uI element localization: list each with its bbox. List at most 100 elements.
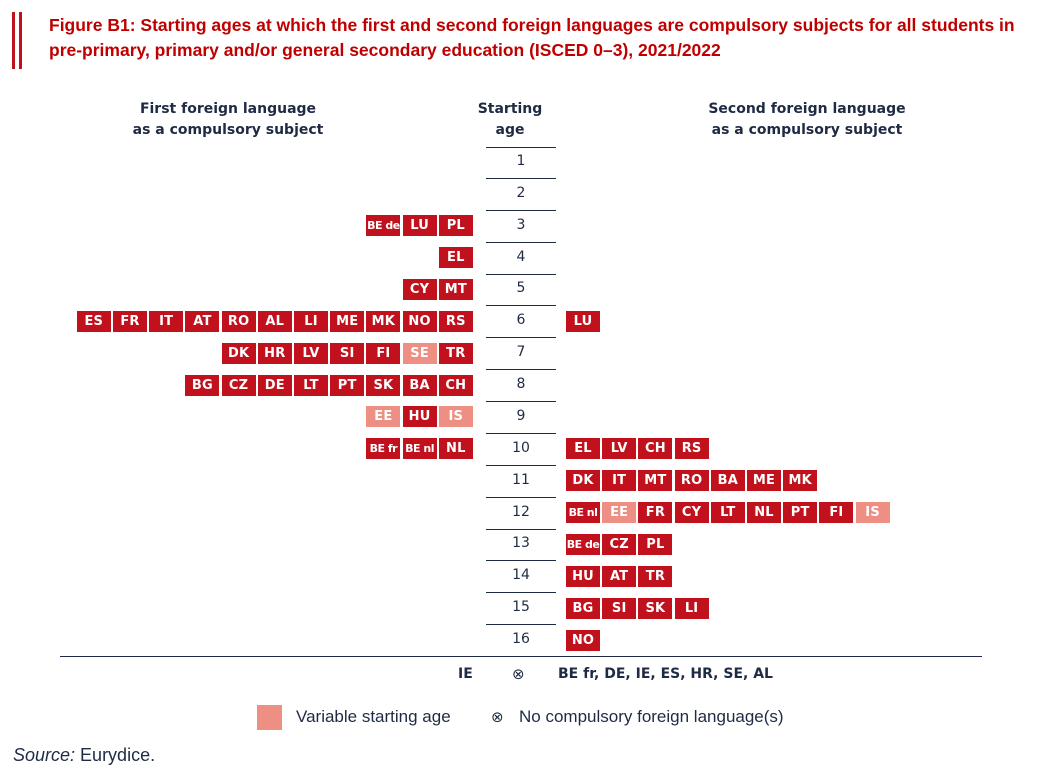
source-label: Source: [13, 745, 76, 765]
legend-variable-label: Variable starting age [296, 707, 451, 726]
first-language-age-10-nl: NL [438, 438, 473, 460]
age-label-7: 7 [516, 344, 526, 361]
first-language-age-7-dk: DK [221, 342, 256, 364]
age-row-rule-11 [486, 497, 556, 498]
second-language-age-13-be-de: BE de [566, 533, 600, 555]
first-language-age-8-ba: BA [402, 374, 437, 396]
age-label-3: 3 [516, 216, 526, 233]
first-language-age-10-be-fr: BE fr [366, 438, 401, 460]
age-label-11: 11 [512, 471, 530, 488]
second-language-age-10-lv: LV [602, 438, 637, 460]
second-language-age-11-ba: BA [710, 470, 745, 492]
first-language-age-6-mk: MK [366, 310, 401, 332]
age-row-rule-14 [486, 592, 556, 593]
age-row-rule-3 [486, 242, 556, 243]
second-language-age-15-li: LI [674, 597, 709, 619]
second-language-age-11-ro: RO [674, 470, 709, 492]
age-column-top-rule [486, 147, 556, 148]
starting-age-header-line-2: age [495, 122, 525, 138]
second-language-age-11-dk: DK [566, 470, 600, 492]
second-language-header-line-2: as a compulsory subject [711, 122, 903, 138]
first-language-header-line-1: First foreign language [139, 101, 317, 117]
age-row-rule-7 [486, 369, 556, 370]
first-language-age-6-it: IT [149, 310, 184, 332]
first-language-age-6-ro: RO [221, 310, 256, 332]
second-language-age-13-cz: CZ [602, 533, 637, 555]
second-language-age-12-cy: CY [674, 502, 709, 524]
first-language-age-9-is: IS [438, 406, 473, 428]
starting-age-header: Starting age [460, 99, 560, 141]
age-row-rule-6 [486, 337, 556, 338]
age-row-rule-1 [486, 178, 556, 179]
second-language-age-12-ee: EE [602, 502, 637, 524]
first-language-age-6-rs: RS [438, 310, 473, 332]
second-language-age-6-lu: LU [566, 310, 600, 332]
first-language-age-8-cz: CZ [221, 374, 256, 396]
age-label-14: 14 [512, 567, 530, 584]
second-language-age-12-fr: FR [638, 502, 673, 524]
age-row-rule-15 [486, 624, 556, 625]
first-language-age-6-li: LI [294, 310, 328, 332]
age-label-8: 8 [516, 376, 526, 393]
age-row-rule-10 [486, 465, 556, 466]
first-language-age-6-at: AT [185, 310, 220, 332]
age-label-4: 4 [516, 248, 526, 265]
second-language-age-16-no: NO [566, 629, 600, 651]
first-language-age-7-fi: FI [366, 342, 401, 364]
first-language-age-8-bg: BG [185, 374, 220, 396]
age-row-rule-2 [486, 210, 556, 211]
age-row-rule-5 [486, 305, 556, 306]
second-language-age-12-pt: PT [783, 502, 818, 524]
second-language-age-11-me: ME [747, 470, 781, 492]
first-language-age-3-pl: PL [438, 215, 473, 237]
first-language-age-8-ch: CH [438, 374, 473, 396]
age-label-5: 5 [516, 280, 526, 297]
second-language-age-11-it: IT [602, 470, 637, 492]
second-language-age-14-tr: TR [638, 565, 673, 587]
no-compulsory-symbol: ⊗ [512, 665, 525, 683]
first-language-age-9-ee: EE [366, 406, 401, 428]
source-note: Source: Eurydice. [13, 744, 155, 766]
first-language-age-4-el: EL [438, 247, 473, 269]
second-language-age-10-el: EL [566, 438, 600, 460]
first-language-age-6-es: ES [76, 310, 111, 332]
age-label-10: 10 [512, 439, 530, 456]
title-accent-bar [12, 12, 23, 69]
first-language-age-5-cy: CY [402, 278, 437, 300]
second-language-age-15-si: SI [602, 597, 637, 619]
age-label-16: 16 [512, 631, 530, 648]
second-language-age-12-fi: FI [819, 502, 854, 524]
second-language-header: Second foreign language as a compulsory … [667, 99, 947, 141]
age-row-rule-4 [486, 274, 556, 275]
second-language-header-line-1: Second foreign language [708, 101, 906, 117]
no-compulsory-first-language: IE [458, 666, 473, 682]
first-language-age-8-sk: SK [366, 374, 401, 396]
first-language-age-3-be-de: BE de [366, 215, 401, 237]
second-language-age-11-mt: MT [638, 470, 673, 492]
legend-no-compulsory-label: No compulsory foreign language(s) [519, 707, 784, 726]
second-language-age-11-mk: MK [783, 470, 818, 492]
second-language-age-12-be-nl: BE nl [566, 502, 600, 524]
second-language-age-15-sk: SK [638, 597, 673, 619]
first-language-age-6-no: NO [402, 310, 437, 332]
age-row-rule-13 [486, 560, 556, 561]
first-language-age-7-lv: LV [294, 342, 328, 364]
second-language-age-12-nl: NL [747, 502, 781, 524]
first-language-age-7-tr: TR [438, 342, 473, 364]
age-label-1: 1 [516, 153, 526, 169]
second-language-age-14-at: AT [602, 565, 637, 587]
first-language-age-3-lu: LU [402, 215, 437, 237]
first-language-age-9-hu: HU [402, 406, 437, 428]
first-language-age-5-mt: MT [438, 278, 473, 300]
second-language-age-10-rs: RS [674, 438, 709, 460]
first-language-age-6-al: AL [257, 310, 292, 332]
first-language-age-7-hr: HR [257, 342, 292, 364]
second-language-age-12-is: IS [855, 502, 890, 524]
baseline-rule [60, 656, 982, 657]
first-language-header: First foreign language as a compulsory s… [88, 99, 368, 141]
first-language-age-7-se: SE [402, 342, 437, 364]
first-language-header-line-2: as a compulsory subject [132, 122, 324, 138]
source-text: Eurydice. [75, 745, 156, 765]
second-language-age-10-ch: CH [638, 438, 673, 460]
second-language-age-14-hu: HU [566, 565, 600, 587]
